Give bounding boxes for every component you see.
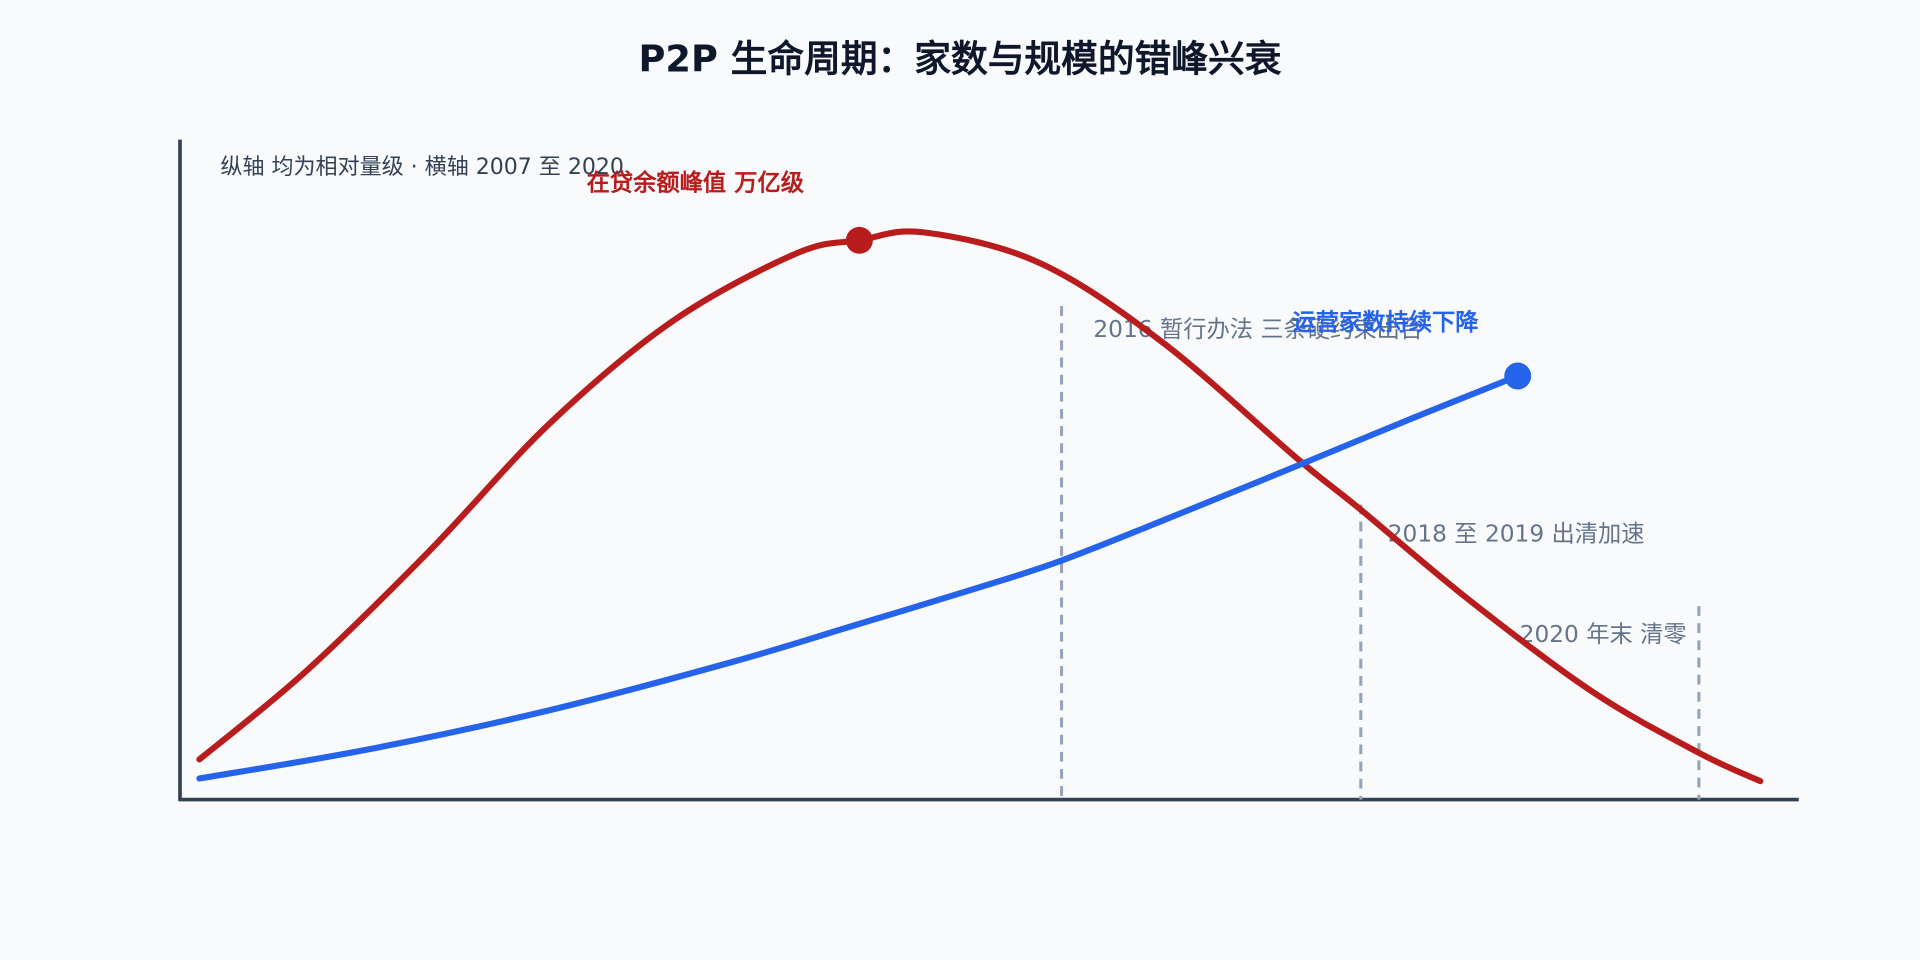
point-marker <box>845 226 873 254</box>
event-label: 2020 年末 清零 <box>1520 621 1687 648</box>
series-line <box>196 372 1521 782</box>
event-label: 2018 至 2019 出清加速 <box>1388 521 1645 548</box>
series-line <box>196 228 1764 785</box>
series-annotation: 运营家数持续下降 <box>1292 309 1479 336</box>
series-annotation: 在贷余额峰值 万亿级 <box>587 169 805 196</box>
chart-title: P2P 生命周期：家数与规模的错峰兴衰 <box>639 38 1282 81</box>
chart-subtitle: 纵轴 均为相对量级 · 横轴 2007 至 2020 <box>220 155 624 180</box>
point-marker <box>1504 362 1532 390</box>
